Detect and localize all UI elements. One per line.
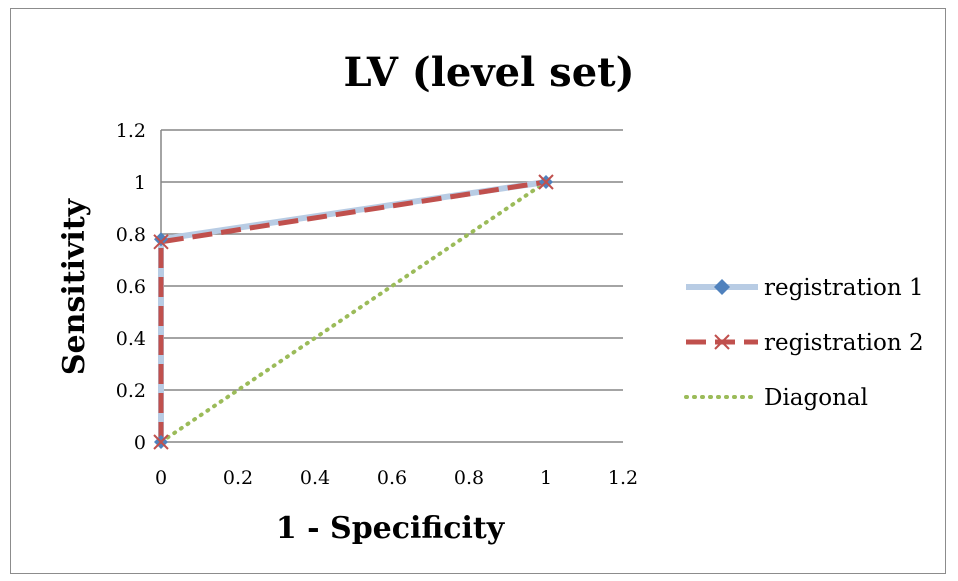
y-tick-label: 0.2 — [116, 380, 146, 402]
legend-label-registration-2: registration 2 — [764, 330, 924, 356]
series-line-diagonal — [159, 180, 548, 444]
legend-marker-registration-2 — [714, 334, 730, 350]
marker-registration-1 — [154, 232, 168, 247]
chart-title: LV (level set) — [343, 49, 634, 96]
series-layer — [153, 174, 554, 450]
marker-stroke — [153, 434, 169, 450]
y-tick-label: 0.8 — [116, 224, 146, 246]
marker-stroke — [153, 234, 169, 250]
tick-layer: 0 0.2 0.4 0.6 0.8 1 1.2 0 0.2 0.4 0.6 0.8 1 1.2 — [116, 120, 638, 489]
x-tick-label: 1.2 — [608, 467, 638, 489]
marker-registration-2 — [153, 434, 169, 450]
legend-label-registration-1: registration 1 — [764, 275, 924, 301]
x-tick-label: 0.4 — [300, 467, 330, 489]
y-tick-label: 0.6 — [116, 276, 146, 298]
y-tick-label: 0 — [134, 432, 146, 454]
grid-layer — [160, 129, 623, 443]
x-tick-label: 0.8 — [454, 467, 484, 489]
legend-marker-registration-1 — [714, 279, 730, 295]
y-tick-label: 1.2 — [116, 120, 146, 142]
legend-label-diagonal: Diagonal — [764, 385, 868, 411]
y-axis-title: Sensitivity — [57, 197, 92, 375]
x-tick-label: 1 — [540, 467, 552, 489]
x-tick-label: 0.2 — [223, 467, 253, 489]
y-tick-label: 1 — [134, 172, 146, 194]
y-tick-label: 0.4 — [116, 328, 146, 350]
marker-registration-2 — [153, 234, 169, 250]
x-tick-label: 0.6 — [377, 467, 407, 489]
marker-registration-2 — [538, 174, 554, 190]
x-tick-label: 0 — [155, 467, 167, 489]
x-axis-title: 1 - Specificity — [276, 511, 506, 546]
marker-stroke — [714, 334, 730, 350]
legend: registration 1 registration 2 Diagonal — [684, 275, 924, 411]
series-line-registration-2 — [158, 179, 547, 442]
chart-frame — [10, 8, 946, 574]
marker-stroke — [538, 174, 554, 190]
